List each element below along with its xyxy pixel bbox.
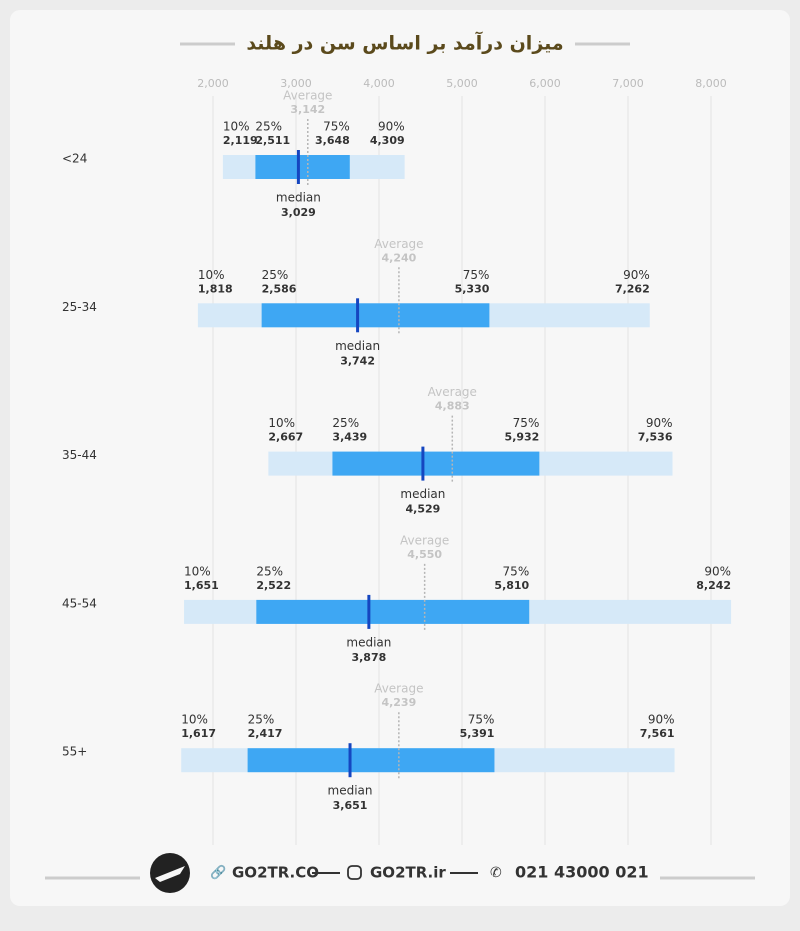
category-label: <24 bbox=[62, 152, 87, 166]
series-label: 75% bbox=[513, 416, 540, 430]
range-25-75 bbox=[256, 599, 530, 624]
value-label: 3,742 bbox=[340, 354, 375, 367]
series-label: 75% bbox=[503, 564, 530, 578]
series-label: Average bbox=[428, 385, 477, 399]
series-label: 75% bbox=[323, 120, 350, 134]
category-label: 45-54 bbox=[62, 596, 97, 610]
series-label: 90% bbox=[704, 564, 731, 578]
series-label: Average bbox=[400, 533, 449, 547]
value-label: 2,119 bbox=[223, 134, 258, 147]
x-tick-label: 6,000 bbox=[529, 77, 561, 90]
series-label: median bbox=[400, 487, 445, 501]
x-tick-label: 4,000 bbox=[363, 77, 395, 90]
value-label: 4,240 bbox=[382, 251, 417, 264]
value-label: 8,242 bbox=[696, 579, 731, 592]
x-tick-label: 2,000 bbox=[197, 77, 229, 90]
phone-icon: ✆ bbox=[490, 865, 502, 881]
series-label: 90% bbox=[623, 268, 650, 282]
category-label: 55+ bbox=[62, 745, 87, 759]
series-label: 10% bbox=[268, 416, 295, 430]
series-label: 10% bbox=[223, 120, 250, 134]
series-label: Average bbox=[374, 237, 423, 251]
site: GO2TR.CO bbox=[232, 864, 319, 882]
value-label: 1,651 bbox=[184, 579, 219, 592]
series-label: 90% bbox=[378, 120, 405, 134]
series-label: median bbox=[335, 339, 380, 353]
range-25-75 bbox=[247, 748, 495, 773]
value-label: 5,932 bbox=[505, 431, 540, 444]
logo-plane bbox=[155, 866, 185, 882]
instagram: GO2TR.ir bbox=[370, 864, 446, 882]
value-label: 5,330 bbox=[455, 282, 490, 295]
value-label: 3,439 bbox=[332, 431, 367, 444]
series-label: 90% bbox=[648, 713, 675, 727]
value-label: 3,029 bbox=[281, 206, 316, 219]
category-label: 25-34 bbox=[62, 300, 97, 314]
x-tick-label: 7,000 bbox=[612, 77, 644, 90]
series-label: 10% bbox=[184, 564, 211, 578]
value-label: 4,883 bbox=[435, 400, 470, 413]
range-25-75 bbox=[261, 303, 490, 328]
value-label: 5,810 bbox=[494, 579, 529, 592]
x-tick-label: 5,000 bbox=[446, 77, 478, 90]
value-label: 7,561 bbox=[640, 727, 675, 740]
value-label: 3,648 bbox=[315, 134, 350, 147]
series-label: 25% bbox=[256, 564, 283, 578]
value-label: 2,667 bbox=[268, 431, 303, 444]
x-tick-label: 8,000 bbox=[695, 77, 727, 90]
value-label: 2,511 bbox=[255, 134, 290, 147]
value-label: 4,309 bbox=[370, 134, 405, 147]
series-label: 25% bbox=[332, 416, 359, 430]
series-label: median bbox=[346, 635, 391, 649]
value-label: 2,522 bbox=[256, 579, 291, 592]
series-label: 10% bbox=[198, 268, 225, 282]
series-label: 90% bbox=[646, 416, 673, 430]
value-label: 4,550 bbox=[407, 548, 442, 561]
value-label: 1,818 bbox=[198, 282, 233, 295]
series-label: 25% bbox=[255, 120, 282, 134]
link-icon: 🔗 bbox=[210, 864, 226, 881]
value-label: 3,878 bbox=[351, 651, 386, 664]
plot: 2,000 3,000 4,000 5,000 6,000 7,000 8,000 <24 10… bbox=[62, 77, 731, 845]
series-label: 75% bbox=[463, 268, 490, 282]
phone: 021 43000 021 bbox=[515, 863, 649, 882]
series-label: 25% bbox=[248, 713, 275, 727]
category-label: 35-44 bbox=[62, 448, 97, 462]
series-label: median bbox=[276, 191, 321, 205]
series-label: Average bbox=[374, 682, 423, 696]
series-label: 10% bbox=[181, 713, 208, 727]
series-label: 75% bbox=[468, 713, 495, 727]
series-label: Average bbox=[283, 89, 332, 103]
value-label: 2,586 bbox=[262, 282, 297, 295]
value-label: 3,651 bbox=[333, 799, 368, 812]
value-label: 1,617 bbox=[181, 727, 216, 740]
series-label: median bbox=[328, 784, 373, 798]
value-label: 4,529 bbox=[406, 503, 441, 516]
range-25-75 bbox=[332, 451, 540, 476]
value-label: 7,262 bbox=[615, 282, 650, 295]
chart-title: میزان درآمد بر اساس سن در هلند bbox=[246, 31, 563, 55]
range-25-75 bbox=[255, 155, 350, 179]
footer: 🔗 GO2TR.CO GO2TR.ir ✆ 021 43000 021 bbox=[45, 853, 755, 893]
value-label: 4,239 bbox=[381, 696, 416, 709]
instagram-icon bbox=[347, 865, 362, 880]
series-label: 25% bbox=[262, 268, 289, 282]
x-tick-label: 3,000 bbox=[280, 77, 312, 90]
value-label: 5,391 bbox=[460, 727, 495, 740]
value-label: 3,142 bbox=[290, 103, 325, 116]
value-label: 7,536 bbox=[638, 431, 673, 444]
value-label: 2,417 bbox=[248, 727, 283, 740]
